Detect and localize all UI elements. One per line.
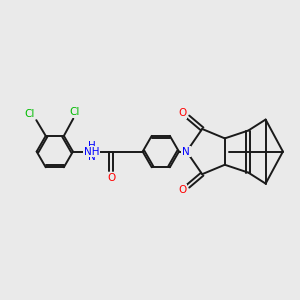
- Text: H
N: H N: [88, 141, 96, 162]
- Text: O: O: [178, 185, 187, 195]
- Text: O: O: [178, 108, 187, 118]
- Text: NH: NH: [84, 147, 100, 157]
- Text: N: N: [182, 147, 190, 157]
- Text: Cl: Cl: [70, 107, 80, 117]
- Text: Cl: Cl: [24, 109, 34, 119]
- Text: O: O: [107, 173, 116, 183]
